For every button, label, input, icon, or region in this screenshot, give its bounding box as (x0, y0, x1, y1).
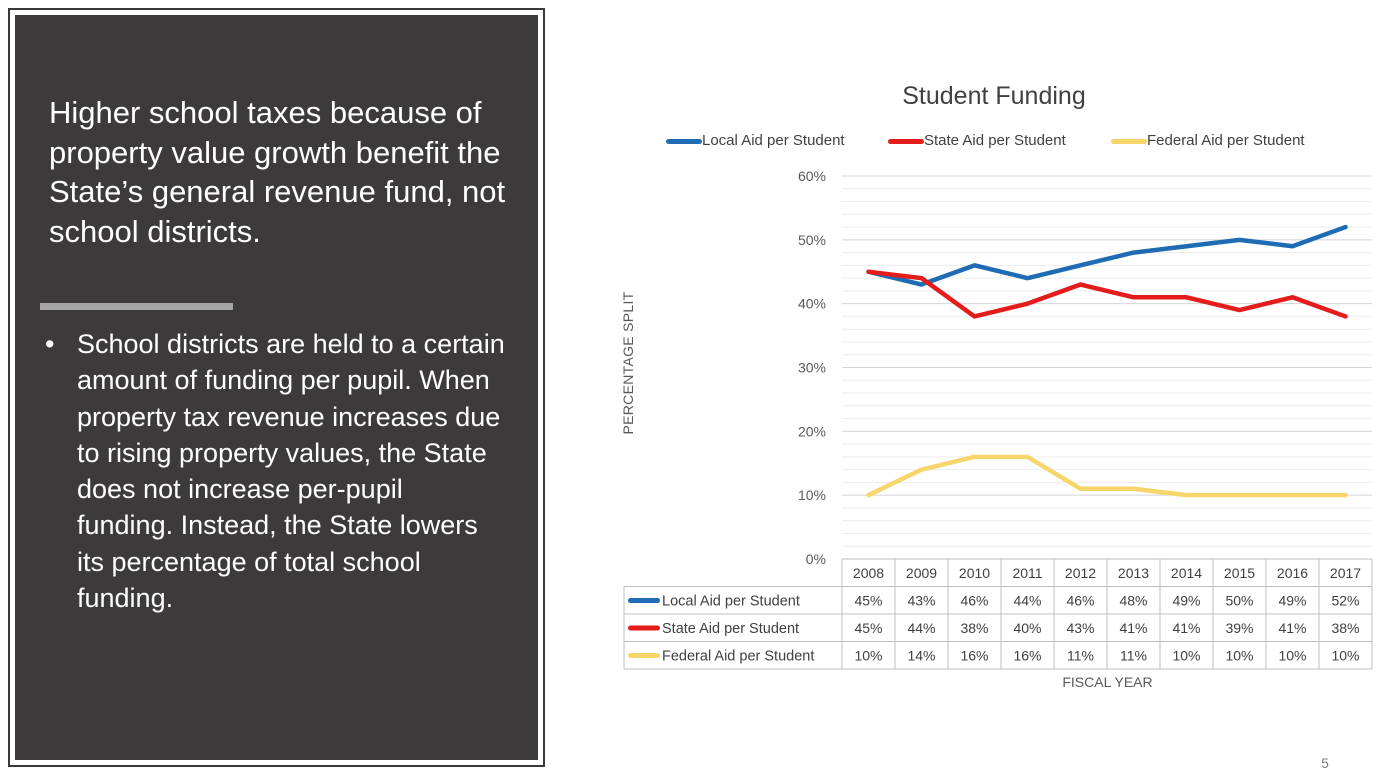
divider-bar (40, 303, 233, 310)
y-tick-label: 50% (798, 232, 826, 248)
data-label: 11% (1120, 648, 1147, 664)
data-label: 39% (1225, 620, 1253, 636)
data-label: 44% (907, 620, 935, 636)
bullet-icon: • (45, 329, 55, 359)
headline: Higher school taxes because of property … (49, 95, 506, 249)
data-label: 38% (1331, 620, 1359, 636)
data-label: 10% (854, 648, 882, 664)
data-label: 10% (1331, 648, 1359, 664)
legend-item-local: Local Aid per Student (666, 130, 845, 152)
data-label: 38% (960, 620, 988, 636)
data-label: 11% (1067, 648, 1094, 664)
x-tick-label: 2009 (906, 565, 937, 581)
data-label: 46% (1066, 593, 1094, 609)
data-label: 49% (1278, 593, 1306, 609)
legend-label-local: Local Aid per Student (702, 132, 845, 149)
data-label: 44% (1013, 593, 1041, 609)
x-tick-label: 2008 (853, 565, 884, 581)
series-line-federal (866, 454, 1348, 498)
table-row-swatch (628, 598, 660, 603)
legend-item-federal: Federal Aid per Student (1111, 130, 1305, 152)
y-tick-label: 10% (798, 487, 826, 503)
x-axis-title: FISCAL YEAR (1062, 674, 1153, 690)
x-tick-label: 2010 (959, 565, 990, 581)
text-panel: Higher school taxes because of property … (8, 8, 545, 767)
series-line-local (866, 224, 1348, 287)
data-label: 49% (1172, 593, 1200, 609)
bullet-item: • School districts are held to a certain… (45, 326, 505, 616)
chart-title: Student Funding (902, 82, 1086, 110)
data-label: 43% (1066, 620, 1094, 636)
data-label: 41% (1172, 620, 1200, 636)
x-tick-label: 2014 (1171, 565, 1202, 581)
legend-swatch-state (888, 138, 924, 144)
y-tick-label: 60% (798, 168, 826, 184)
table-row-swatch (628, 625, 660, 631)
table-row-label: Local Aid per Student (662, 594, 800, 610)
data-label: 52% (1331, 593, 1359, 609)
data-label: 48% (1119, 593, 1147, 609)
data-label: 50% (1225, 593, 1253, 609)
legend-swatch-federal (1111, 138, 1147, 144)
x-tick-label: 2013 (1118, 565, 1149, 581)
legend-swatch-local (666, 138, 702, 144)
y-tick-label: 40% (798, 296, 826, 312)
y-tick-label: 0% (806, 551, 826, 567)
data-label: 16% (960, 648, 988, 664)
data-label: 41% (1119, 620, 1147, 636)
data-label: 10% (1278, 648, 1306, 664)
chart-legend: Local Aid per Student State Aid per Stud… (666, 130, 1366, 154)
x-tick-label: 2016 (1277, 565, 1308, 581)
plot-area: 0% 10% 20% 30% 40% 50% 60% 2008 2009 2010 2011 2012… (623, 168, 1373, 670)
data-label: 43% (907, 593, 935, 609)
x-tick-label: 2017 (1330, 565, 1361, 581)
y-tick-label: 30% (798, 360, 826, 376)
text-panel-background: Higher school taxes because of property … (15, 15, 538, 760)
data-label: 10% (1225, 648, 1253, 664)
data-label: 10% (1172, 648, 1200, 664)
table-row-swatch (628, 653, 660, 658)
data-label: 14% (907, 648, 935, 664)
page-number: 5 (1321, 755, 1329, 771)
legend-item-state: State Aid per Student (888, 130, 1066, 152)
data-label: 45% (854, 620, 882, 636)
bullet-text: School districts are held to a certain a… (77, 329, 505, 614)
chart: Student Funding Local Aid per Student St… (600, 70, 1388, 710)
y-tick-label: 20% (798, 423, 826, 439)
legend-label-state: State Aid per Student (924, 132, 1066, 149)
bullet-list: • School districts are held to a certain… (45, 326, 505, 616)
data-label: 46% (960, 593, 988, 609)
x-tick-label: 2011 (1012, 565, 1042, 581)
data-label: 41% (1278, 620, 1306, 636)
x-tick-label: 2015 (1224, 565, 1255, 581)
data-label: 40% (1013, 620, 1041, 636)
x-tick-label: 2012 (1065, 565, 1096, 581)
table-row-label: Federal Aid per Student (662, 649, 814, 665)
data-label: 16% (1013, 648, 1041, 664)
legend-label-federal: Federal Aid per Student (1147, 132, 1305, 149)
series-line-state (866, 269, 1348, 319)
table-row-label: State Aid per Student (662, 621, 799, 637)
data-label: 45% (854, 593, 882, 609)
